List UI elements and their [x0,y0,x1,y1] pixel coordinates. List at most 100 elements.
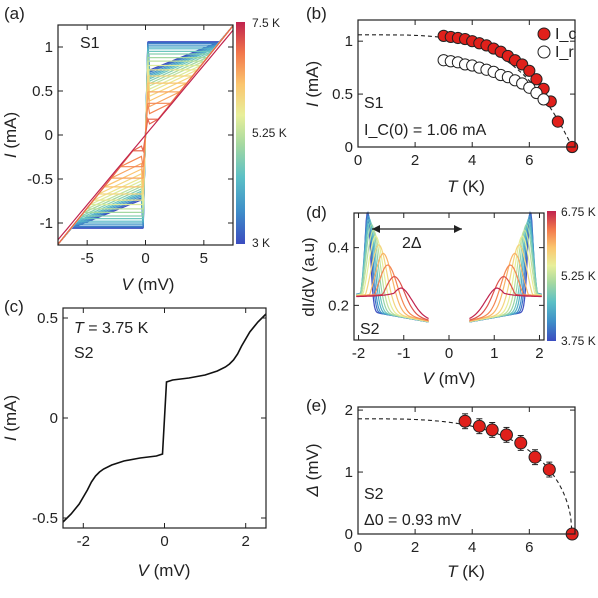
panel-label-b: (b) [306,4,327,23]
a-x-tick-label: 5 [200,250,208,267]
c-temperature-symbol: T [74,320,85,337]
c-temperature-value: = 3.75 K [84,320,149,337]
c-x-axis-unit: (mV) [154,561,191,580]
e-y-tick-label: 1 [345,464,353,481]
d-gap-arrow-right-head [454,225,462,233]
e-x-ticks: 0 2 4 6 [354,407,533,556]
b-y-axis-unit: (mA) [303,61,322,98]
b-data-points [437,29,579,154]
e-point [542,463,556,477]
b-legend-marker-ir [537,45,551,59]
c-x-tick-label: 2 [242,533,250,550]
d-y-tick-label: 0.2 [328,297,349,314]
a-x-tick-label: -5 [80,250,93,267]
e-point [514,436,528,450]
panel-a: (a) -5 0 5 -1 -0.5 0 0.5 1 S1 V (mV) I (mA) 7.… [1,4,287,294]
e-point [528,450,542,464]
e-data-points [458,413,579,541]
d-x-ticks: -2 -1 0 1 2 [352,213,544,362]
b-y-axis-symbol: I [303,102,322,107]
e-x-tick-label: 6 [525,539,533,556]
a-y-axis-label: I (mA) [1,112,20,158]
d-curve-6.75K-neg [356,287,429,320]
d-x-tick-label: 1 [490,345,498,362]
d-y-axis-label: dI/dV (a.u) [299,237,318,316]
e-x-tick-label: 2 [411,539,419,556]
e-gap-zero-label: Δ0 = 0.93 mV [364,512,462,529]
e-y-tick-label: 2 [345,402,353,419]
b-x-tick-label: 2 [411,152,419,169]
c-y-tick-label: 0 [50,410,58,427]
a-x-tick-label: 0 [141,250,149,267]
c-y-ticks: -0.5 0 0.5 [32,310,266,527]
c-y-tick-label: -0.5 [32,510,58,527]
a-colorbar-tick-mid: 5.25 K [252,126,287,140]
d-y-tick-label: 0.4 [328,240,349,257]
d-curve-6.75K-pos [469,287,542,320]
b-legend: I_c I_r [537,26,576,61]
d-gap-arrow-left-head [372,225,380,233]
e-sample-label: S2 [364,486,384,503]
b-x-axis-symbol: T [447,177,459,196]
b-x-tick-label: 6 [525,152,533,169]
c-sample-label: S2 [74,345,94,362]
a-x-axis-unit: (mV) [138,275,175,294]
b-x-axis-unit: (K) [462,177,485,196]
a-y-axis-symbol: I [1,153,20,158]
a-y-tick-label: 1 [45,39,53,56]
a-y-axis-unit: (mA) [1,112,20,149]
c-x-tick-label: -2 [77,533,90,550]
d-x-axis-symbol: V [423,369,436,388]
e-point [458,414,472,428]
e-point [485,423,499,437]
b-x-tick-label: 0 [354,152,362,169]
c-iv-line [62,313,267,523]
b-point-ic [530,73,543,86]
b-legend-label-ic: I_c [555,26,576,43]
e-x-tick-label: 4 [468,539,476,556]
e-point [472,419,486,433]
a-y-tick-label: 0 [45,127,53,144]
d-x-tick-label: 0 [445,345,453,362]
b-point-ic [523,64,536,77]
a-sample-label: S1 [80,35,100,52]
panel-label-c: (c) [4,297,24,316]
e-x-tick-label: 0 [354,539,362,556]
panel-c: (c) -2 0 2 -0.5 0 0.5 T = 3.75 K S2 V (mV) I… [1,297,267,580]
b-x-tick-label: 4 [468,152,476,169]
a-y-tick-label: 0.5 [32,83,53,100]
a-y-tick-label: -1 [40,215,53,232]
d-x-tick-label: -1 [397,345,410,362]
e-y-axis-symbol: Δ [303,485,322,497]
d-conductance-curves [356,210,542,323]
c-y-axis-label: I (mA) [1,395,20,441]
panel-label-a: (a) [4,4,25,23]
d-x-axis-unit: (mV) [439,369,476,388]
e-y-axis-label: Δ (mV) [303,444,322,498]
b-sample-label: S1 [364,95,384,112]
c-y-tick-label: 0.5 [37,310,58,327]
e-y-tick-label: 0 [345,526,353,543]
a-iv-curves [57,25,234,245]
e-axes-frame [357,406,576,535]
b-y-axis-label: I (mA) [303,61,322,107]
c-y-axis-symbol: I [1,436,20,441]
a-colorbar-tick-max: 7.5 K [252,16,280,30]
a-y-tick-label: -0.5 [27,171,53,188]
a-x-axis-label: V (mV) [122,275,175,294]
b-point-ir [537,93,550,106]
d-y-ticks: 0.2 0.4 [328,240,544,314]
b-axes-frame [357,19,576,148]
e-x-axis-symbol: T [447,562,459,581]
c-x-axis-label: V (mV) [138,561,191,580]
b-legend-label-ir: I_r [555,44,574,61]
a-colorbar [236,22,245,244]
c-x-ticks: -2 0 2 [77,308,250,550]
d-x-tick-label: -2 [352,345,365,362]
e-y-ticks: 0 1 2 [345,402,575,543]
e-x-axis-unit: (K) [462,562,485,581]
b-y-ticks: 00.51 [332,33,575,156]
d-sample-label: S2 [360,321,380,338]
